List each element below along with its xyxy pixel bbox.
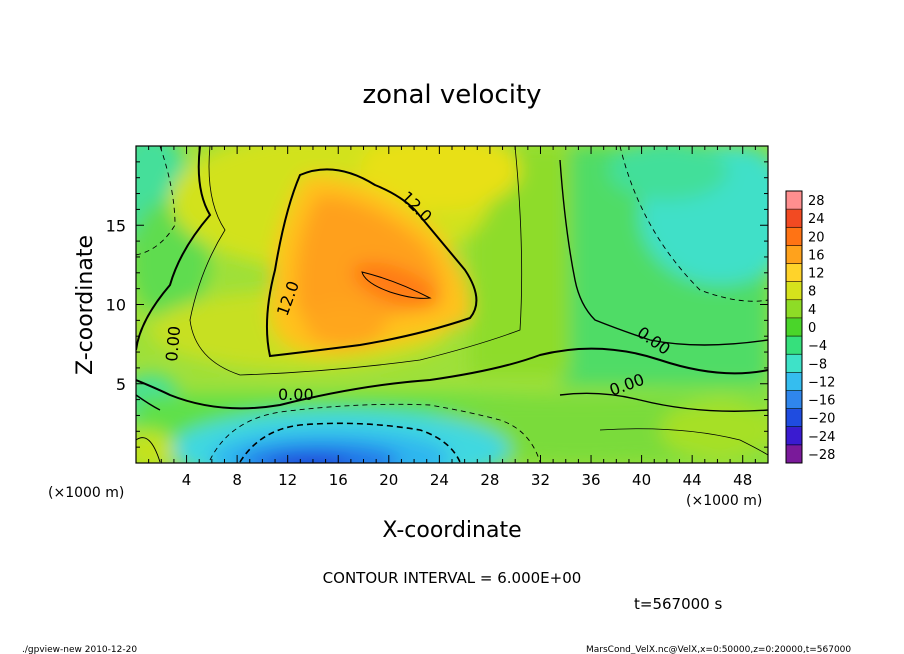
colorbar-label: 20 [808, 230, 825, 245]
colorbar-label: −24 [808, 430, 835, 445]
colorbar-label: 12 [808, 267, 825, 282]
y-tick-label: 10 [106, 296, 126, 315]
x-unit-label: (×1000 m) [48, 485, 124, 501]
colorbar-label: −20 [808, 412, 835, 427]
colorbar-swatch [786, 281, 802, 301]
footer-left: ./gpview-new 2010-12-20 [22, 645, 137, 654]
colorbar-swatch [786, 336, 802, 355]
colorbar-label: 16 [808, 248, 825, 263]
colorbar-label: −16 [808, 394, 835, 409]
colorbar-swatch [786, 408, 802, 428]
x-tick-label: 48 [733, 471, 752, 489]
colorbar-swatch [786, 209, 802, 228]
colorbar-swatch [786, 227, 802, 246]
x-tick-label: 40 [632, 471, 651, 489]
x-tick-label: 36 [581, 471, 600, 489]
contour-interval-text: CONTOUR INTERVAL = 6.000E+00 [323, 569, 582, 587]
colorbar-swatch [786, 191, 802, 210]
x-tick-label: 20 [379, 471, 398, 489]
colorbar-swatch [786, 245, 802, 265]
heatmap-field [136, 146, 768, 463]
chart-title: zonal velocity [362, 80, 541, 110]
contour-lines [136, 146, 768, 463]
y-tick-label: 15 [106, 216, 126, 235]
colorbar-swatch [786, 426, 802, 446]
footer-right: MarsCond_VelX.nc@VelX,x=0:50000,z=0:2000… [586, 645, 851, 654]
x-tick-label: 4 [182, 471, 192, 489]
colorbar-label: 4 [808, 303, 816, 318]
colorbar-label: −4 [808, 339, 827, 354]
colorbar-label: −28 [808, 448, 835, 463]
y-axis-label: Z-coordinate [73, 235, 98, 375]
colorbar-swatch [786, 372, 802, 391]
contour-labels: 12.0 12.0 0.00 0.00 0.00 0.00 [162, 187, 674, 404]
contour-label: 0.00 [162, 325, 184, 362]
x-axis: 4 8 12 16 20 24 28 32 36 40 44 48 [135, 146, 769, 489]
colorbar-swatch [786, 354, 802, 373]
x-axis-label: X-coordinate [382, 518, 521, 543]
x-tick-label: 44 [683, 471, 702, 489]
colorbar-label: −12 [808, 375, 835, 390]
colorbar: 28 24 20 16 12 8 4 0 −4 −8 −12 −16 −20 −24 −28 [785, 190, 835, 464]
colorbar-label: 0 [808, 321, 816, 336]
x-tick-label: 32 [531, 471, 550, 489]
y-axis: 5 10 15 [106, 145, 768, 464]
colorbar-label: −8 [808, 357, 827, 372]
colorbar-label: 8 [808, 285, 816, 300]
x-tick-label: 8 [232, 471, 242, 489]
x-tick-label: 28 [480, 471, 499, 489]
colorbar-label: 24 [808, 212, 825, 227]
x-tick-label: 12 [278, 471, 297, 489]
x-unit-label-right: (×1000 m) [686, 493, 762, 509]
contour-label: 0.00 [278, 385, 314, 404]
colorbar-swatch [786, 263, 802, 283]
colorbar-label: 28 [808, 194, 825, 209]
colorbar-swatch [786, 390, 802, 410]
x-tick-label: 24 [430, 471, 449, 489]
colorbar-swatch [786, 444, 802, 464]
colorbar-swatch [786, 317, 802, 337]
y-tick-label: 5 [116, 375, 126, 394]
time-text: t=567000 s [634, 595, 722, 613]
colorbar-swatch [786, 299, 802, 319]
x-tick-label: 16 [329, 471, 348, 489]
